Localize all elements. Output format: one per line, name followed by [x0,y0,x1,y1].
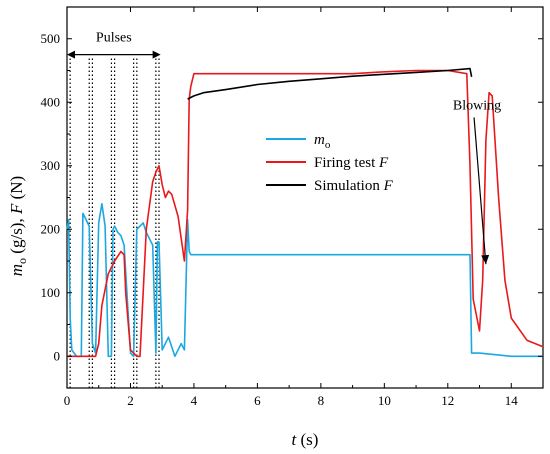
blowing-arrow-head [481,254,490,265]
x-tick-label: 8 [318,393,325,408]
blowing-label: Blowing [453,98,501,113]
y-axis-ticks: 0 100 200 300 400 500 [41,31,543,363]
x-tick-label: 12 [441,393,454,408]
y-tick-label: 0 [54,348,61,363]
y-tick-label: 200 [41,221,61,236]
pulse-lines [69,57,160,388]
pulses-arrow-left [67,50,75,59]
blowing-arrow-line [473,117,487,265]
series-line-m_o [66,203,543,358]
blowing-annotation: Blowing [453,98,501,265]
x-tick-label: 2 [127,393,134,408]
legend-label-simulation: Simulation F [314,178,394,194]
x-tick-label: 10 [378,393,391,408]
x-axis-ticks: 0 2 4 6 8 10 12 14 [64,7,519,408]
x-tick-label: 0 [64,393,71,408]
y-axis-title: mo (g/s), F (N) [7,176,29,276]
x-tick-label: 6 [254,393,261,408]
pulses-label: Pulses [96,31,132,46]
pulses-annotation: Pulses [67,31,161,59]
legend: mo Firing test F Simulation F [257,126,409,201]
x-tick-label: 4 [191,393,198,408]
legend-label-firing: Firing test F [314,155,389,171]
x-tick-label: 14 [505,393,519,408]
legend-label-m_o: mo [314,132,331,151]
x-axis-title: t (s) [292,430,319,449]
y-tick-label: 300 [41,158,61,173]
pulses-arrow-right [152,50,161,59]
y-tick-label: 100 [41,285,61,300]
series-line-simulation [187,67,473,100]
y-tick-label: 500 [41,31,61,46]
y-tick-label: 400 [41,94,61,109]
